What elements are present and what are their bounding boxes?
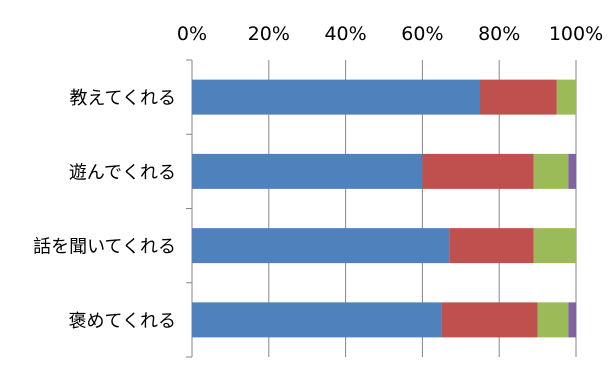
bar-segment	[192, 228, 450, 264]
bar-segment	[568, 153, 576, 189]
x-tick-label: 100%	[549, 23, 603, 45]
category-label: 教えてくれる	[69, 88, 176, 109]
x-tick-label: 0%	[177, 23, 207, 45]
bar-segment	[537, 302, 569, 338]
bar-segment	[441, 302, 538, 338]
bar-segment	[480, 79, 557, 115]
x-tick-label: 80%	[478, 23, 520, 45]
category-label: 話を聞いてくれる	[33, 237, 176, 258]
category-label: 褒めてくれる	[69, 311, 176, 332]
bar-segment	[533, 153, 569, 189]
bar-segment	[192, 153, 423, 189]
bar-segment	[568, 302, 576, 338]
x-tick-label: 20%	[248, 23, 290, 45]
x-tick-label: 40%	[324, 23, 366, 45]
bar-segment	[192, 79, 480, 115]
category-label: 遊んでくれる	[69, 162, 176, 183]
x-tick-label: 60%	[401, 23, 443, 45]
bar-segment	[449, 228, 534, 264]
bar-segment	[556, 79, 576, 115]
bar-segment	[422, 153, 534, 189]
bar-segment	[533, 228, 576, 264]
bar-segment	[192, 302, 442, 338]
